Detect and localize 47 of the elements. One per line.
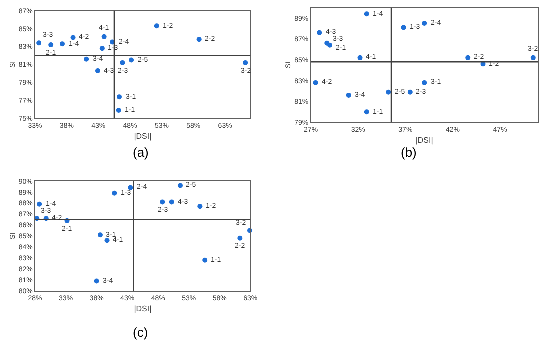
text: (b) (401, 145, 417, 160)
point (104, 238, 110, 244)
point (129, 58, 134, 63)
point (98, 232, 103, 238)
point (178, 183, 183, 188)
point (169, 200, 174, 205)
point (408, 90, 413, 95)
point (313, 80, 318, 86)
point (238, 236, 243, 241)
point (70, 35, 76, 40)
point (401, 25, 406, 30)
point (112, 190, 118, 196)
point (128, 185, 134, 190)
point (196, 37, 202, 42)
point (120, 60, 126, 66)
point (422, 80, 428, 86)
point (346, 92, 352, 98)
point (422, 21, 428, 26)
point (358, 55, 363, 60)
point (60, 42, 65, 47)
text: (c) (133, 325, 148, 340)
point (102, 34, 107, 40)
point (364, 110, 370, 115)
point (95, 68, 100, 74)
point (154, 24, 160, 29)
x-axis-title: |DSI| (134, 132, 152, 142)
point (530, 55, 536, 60)
point (37, 202, 42, 207)
point (48, 42, 54, 48)
point (386, 90, 392, 95)
point (94, 278, 100, 284)
point (466, 55, 471, 60)
point (364, 12, 370, 17)
point (327, 42, 332, 48)
text: (a) (133, 145, 149, 160)
point (84, 56, 90, 62)
point (160, 200, 166, 205)
point (202, 258, 208, 263)
point (116, 108, 122, 114)
x-axis-title: |DSI| (134, 304, 152, 314)
point (317, 30, 322, 36)
point (243, 60, 248, 66)
point (117, 94, 122, 100)
point (36, 40, 42, 46)
point (100, 46, 105, 52)
point (198, 204, 203, 210)
x-axis-title: |DSI| (416, 136, 434, 146)
